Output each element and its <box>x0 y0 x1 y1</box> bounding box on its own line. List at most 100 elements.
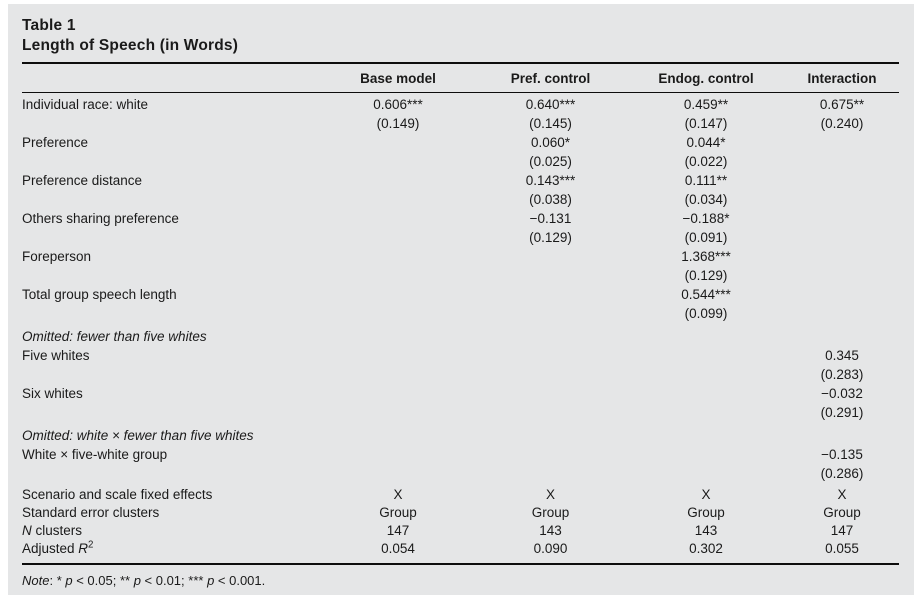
cell-line: (0.149) <box>376 116 420 131</box>
cell-line: (0.240) <box>820 116 864 131</box>
table-panel: Table 1 Length of Speech (in Words) Base… <box>8 4 914 595</box>
column-header-base-model: Base model <box>360 71 436 86</box>
cell-value: −0.032 (0.291) <box>785 384 899 422</box>
cell-value: 0.111** (0.034) <box>627 171 785 209</box>
cell-value <box>322 384 474 422</box>
cell-value: 0.459** (0.147) <box>627 95 785 133</box>
table-note: Note: * p < 0.05; ** p < 0.01; *** p < 0… <box>22 573 266 588</box>
table-content: Table 1 Length of Speech (in Words) Base… <box>8 4 914 589</box>
cell-value: 1.368*** (0.129) <box>627 247 785 285</box>
cell-value: 0.302 <box>689 541 723 556</box>
cell-value: 147 <box>386 523 410 538</box>
cell-line: (0.025) <box>529 154 572 169</box>
cell-value: X <box>837 487 847 502</box>
table-heading: Table 1 Length of Speech (in Words) <box>22 16 899 56</box>
section-header-row: Omitted: fewer than five whites <box>22 327 899 346</box>
cell-line: −0.135 <box>821 447 863 462</box>
cell-value: 0.044* (0.022) <box>627 133 785 171</box>
cell-line: 0.143*** <box>525 173 576 188</box>
cell-line: 0.459** <box>683 97 729 112</box>
cell-value <box>322 171 474 209</box>
cell-line: 0.675** <box>819 97 865 112</box>
table-row: Five whites 0.345 (0.283) <box>22 346 899 384</box>
row-label: Others sharing preference <box>22 211 179 226</box>
cell-value <box>474 285 627 323</box>
cell-line: (0.022) <box>684 154 728 169</box>
table-title: Length of Speech (in Words) <box>22 37 239 54</box>
cell-value: 0.640*** (0.145) <box>474 95 627 133</box>
cell-value <box>474 384 627 422</box>
cell-line: 0.060* <box>530 135 571 150</box>
cell-line: (0.034) <box>684 192 728 207</box>
cell-line: (0.091) <box>684 230 728 245</box>
row-label: Omitted: fewer than five whites <box>22 329 207 344</box>
cell-value: 0.060* (0.025) <box>474 133 627 171</box>
cell-line: (0.291) <box>820 405 864 420</box>
column-header-endog-control: Endog. control <box>658 71 754 86</box>
row-label: Adjusted R2 <box>22 539 94 556</box>
row-label: Foreperson <box>22 249 92 264</box>
cell-value: 0.345 (0.283) <box>785 346 899 384</box>
table-row: Six whites −0.032 (0.291) <box>22 384 899 422</box>
cell-value: Group <box>687 505 725 520</box>
row-label: Preference distance <box>22 173 143 188</box>
table-body: Individual race: white 0.606*** (0.149) 0.6… <box>22 93 899 558</box>
cell-value: Group <box>379 505 417 520</box>
section-header-row: Omitted: white × fewer than five whites <box>22 426 899 445</box>
cell-value <box>322 346 474 384</box>
table-row: Foreperson 1.368*** (0.129) <box>22 247 899 285</box>
cell-line: (0.129) <box>529 230 572 245</box>
row-label: Five whites <box>22 348 90 363</box>
cell-value <box>785 133 899 171</box>
cell-line: −0.131 <box>529 211 572 226</box>
row-label: Six whites <box>22 386 83 401</box>
row-label: White × five-white group <box>22 447 168 462</box>
cell-value <box>785 247 899 285</box>
cell-value: 0.055 <box>825 541 859 556</box>
cell-value: −0.131 (0.129) <box>474 209 627 247</box>
row-label: Omitted: white × fewer than five whites <box>22 428 254 443</box>
cell-value: 143 <box>694 523 718 538</box>
bottom-rule <box>22 563 899 565</box>
cell-line: 0.044* <box>686 135 726 150</box>
cell-value: X <box>545 487 555 502</box>
table-row: Total group speech length 0.544*** (0.099) <box>22 285 899 323</box>
cell-value <box>322 445 474 483</box>
cell-value: 0.544*** (0.099) <box>627 285 785 323</box>
cell-value: −0.188* (0.091) <box>627 209 785 247</box>
cell-value <box>785 209 899 247</box>
cell-line: −0.188* <box>682 211 730 226</box>
cell-value: Group <box>531 505 570 520</box>
table-number: Table 1 <box>22 17 76 34</box>
table-row: Adjusted R2 0.054 0.090 0.302 0.055 <box>22 540 899 558</box>
row-label: Total group speech length <box>22 287 177 302</box>
cell-line: 0.640*** <box>525 97 576 112</box>
table-row: White × five-white group −0.135 (0.286) <box>22 445 899 483</box>
header-rule <box>22 92 899 93</box>
cell-line: 0.345 <box>825 348 859 363</box>
table-row: N clusters 147 143 143 147 <box>22 522 899 540</box>
cell-value <box>627 346 785 384</box>
column-header-interaction: Interaction <box>807 71 877 86</box>
row-label: Standard error clusters <box>22 505 160 520</box>
cell-value <box>474 247 627 285</box>
table-row: Others sharing preference −0.131 (0.129) −0… <box>22 209 899 247</box>
row-label: N clusters <box>22 523 83 538</box>
row-label: Preference <box>22 135 89 150</box>
cell-value: 0.606*** (0.149) <box>322 95 474 133</box>
cell-value <box>322 209 474 247</box>
cell-line: (0.283) <box>820 367 864 382</box>
table-row: Standard error clusters Group Group Group Gr… <box>22 504 899 522</box>
cell-line: (0.147) <box>684 116 728 131</box>
cell-value: 0.090 <box>533 541 568 556</box>
cell-value: −0.135 (0.286) <box>785 445 899 483</box>
table-row: Preference 0.060* (0.025) 0.044* (0.022) <box>22 133 899 171</box>
cell-value <box>627 384 785 422</box>
cell-line: (0.145) <box>529 116 572 131</box>
cell-value: Group <box>823 505 861 520</box>
cell-value <box>322 247 474 285</box>
cell-value: 0.143*** (0.038) <box>474 171 627 209</box>
cell-value <box>474 445 627 483</box>
cell-value: 147 <box>830 523 854 538</box>
